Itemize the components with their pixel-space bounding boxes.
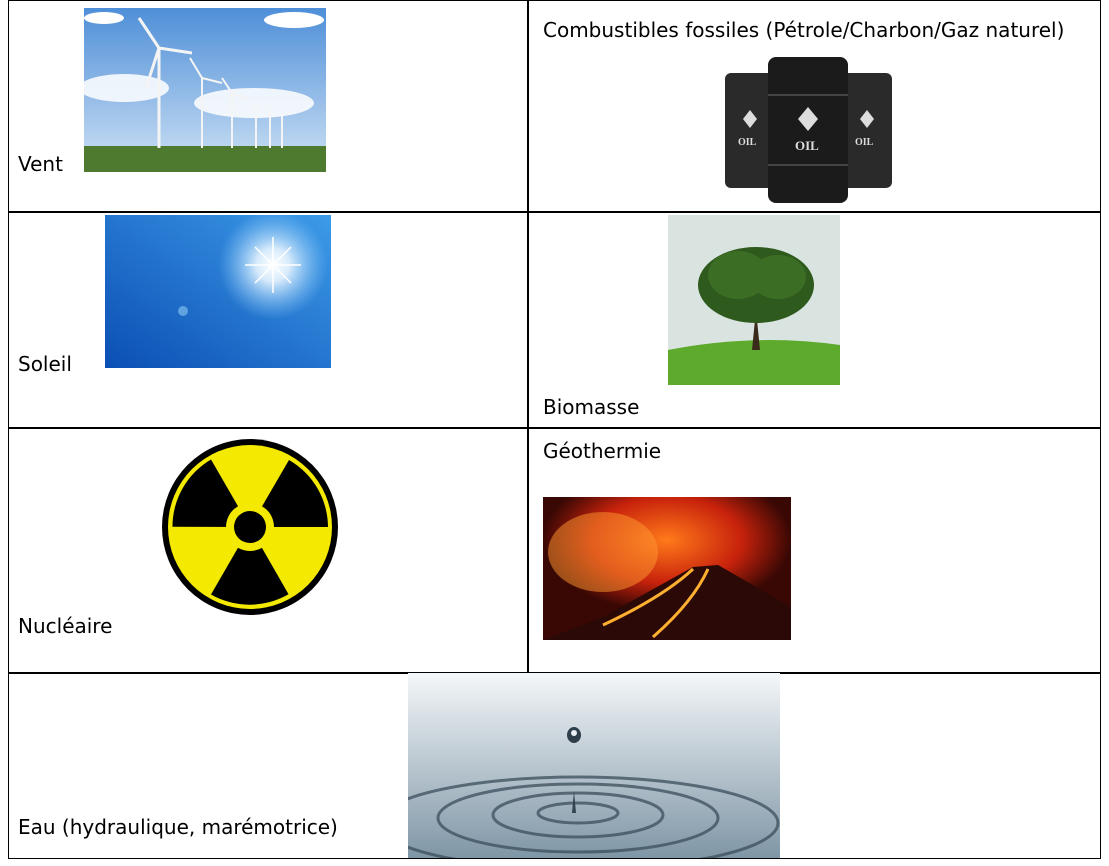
table-cell bbox=[8, 672, 1101, 859]
svg-text:OIL: OIL bbox=[855, 137, 874, 148]
sun-image bbox=[105, 215, 331, 368]
table-cell bbox=[527, 427, 1101, 674]
cell-label: Nucléaire bbox=[18, 614, 113, 638]
radiation-image bbox=[162, 439, 338, 615]
oil-barrels-image: OIL OIL OIL bbox=[725, 57, 892, 203]
cell-label: Soleil bbox=[18, 352, 72, 376]
cell-label: Combustibles fossiles (Pétrole/Charbon/G… bbox=[543, 18, 1065, 42]
cell-label: Vent bbox=[18, 152, 63, 176]
cell-label: Eau (hydraulique, marémotrice) bbox=[18, 815, 338, 839]
table-cell bbox=[527, 0, 1101, 213]
table-cell bbox=[8, 211, 529, 429]
cell-label: Géothermie bbox=[543, 439, 662, 463]
wind-image bbox=[84, 8, 326, 172]
cell-label: Biomasse bbox=[543, 395, 640, 419]
svg-text:OIL: OIL bbox=[738, 137, 757, 148]
table-cell bbox=[527, 211, 1101, 429]
table-cell bbox=[8, 0, 529, 213]
volcano-image bbox=[543, 497, 791, 640]
tree-image bbox=[668, 215, 840, 385]
water-drop-image bbox=[408, 673, 780, 858]
svg-text:OIL: OIL bbox=[795, 138, 819, 153]
table-cell bbox=[8, 427, 529, 674]
